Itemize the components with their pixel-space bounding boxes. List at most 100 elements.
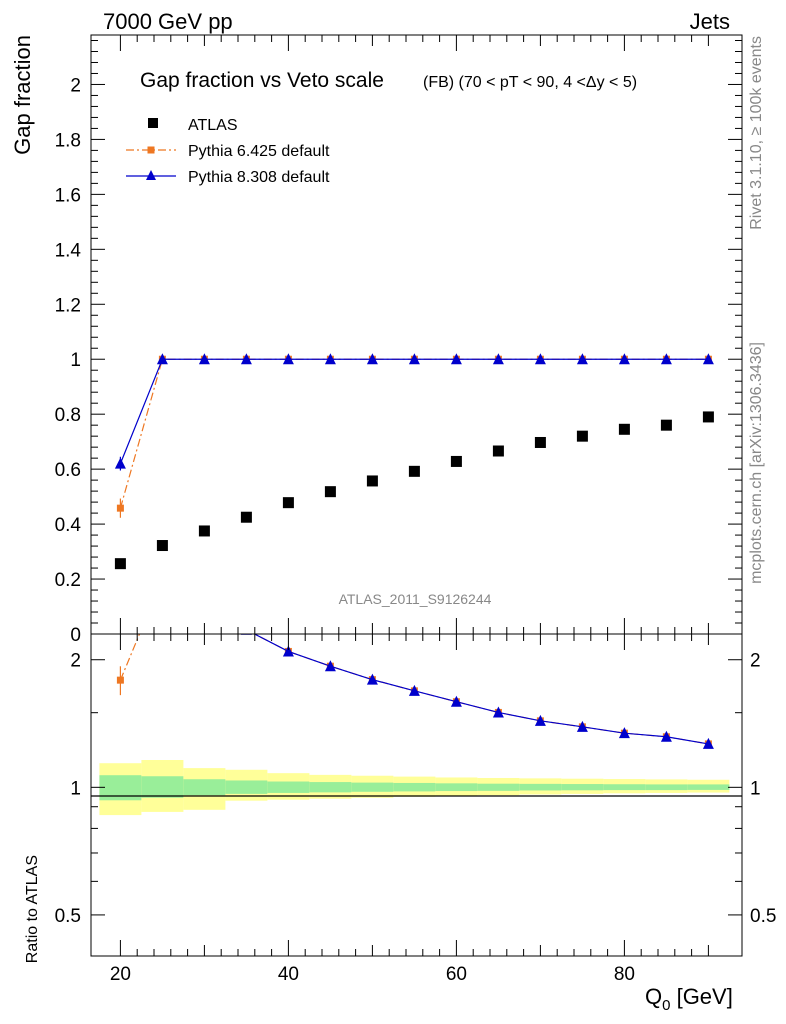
y-tick-label: 0 [70, 625, 81, 646]
stat-uncertainty-band [225, 780, 268, 794]
stat-uncertainty-band [267, 781, 310, 793]
data-point-pythia-8-308-default [324, 353, 336, 365]
y-tick-label: 1.6 [55, 185, 81, 206]
stat-uncertainty-band [603, 784, 646, 791]
data-point-pythia-8-308-default [492, 353, 504, 365]
ratio-point-pythia-8-308-default [492, 706, 504, 718]
data-point-atlas [114, 558, 126, 570]
legend-marker-atlas [148, 118, 158, 128]
ratio-y-tick-label: 1 [70, 778, 81, 799]
data-point-pythia-8-308-default [702, 353, 714, 365]
legend: ATLAS Pythia 6.425 default Pythia 8.308 … [126, 117, 330, 186]
data-point-atlas [492, 445, 504, 457]
ratio-plot-frame [90, 633, 743, 957]
data-point-pythia-8-308-default [450, 353, 462, 365]
data-point-atlas [240, 511, 252, 523]
stat-uncertainty-band [141, 776, 184, 798]
x-axis-label-unit: [GeV] [670, 984, 732, 1009]
data-point-pythia-8-308-default [114, 457, 126, 469]
data-point-atlas [702, 411, 714, 423]
chart-title: Gap fraction vs Veto scale [140, 69, 384, 92]
chart-subtitle: (FB) (70 < pT < 90, 4 <Δy < 5) [423, 74, 637, 91]
ratio-point-pythia-8-308-default [450, 695, 462, 707]
data-point-atlas [450, 455, 462, 467]
x-tick-label: 80 [614, 964, 635, 985]
header-beam-label: 7000 GeV pp [103, 9, 233, 34]
header-process-label: Jets [690, 9, 730, 34]
y-axis-label: Gap fraction [10, 35, 35, 155]
stat-uncertainty-band [645, 784, 688, 791]
ratio-y-tick-label-right: 2 [750, 651, 761, 672]
x-tick-label: 20 [110, 964, 131, 985]
x-tick-label: 40 [278, 964, 299, 985]
ratio-point-pythia-8-308-default [618, 727, 630, 739]
x-axis-label-subscript: 0 [662, 997, 670, 1014]
stat-uncertainty-band [309, 782, 352, 793]
data-point-pythia-8-308-default [576, 353, 588, 365]
ratio-y-tick-label: 2 [70, 651, 81, 672]
legend-label-atlas: ATLAS [188, 117, 238, 134]
ratio-point-pythia-8-308-default [408, 684, 420, 696]
data-point-atlas [324, 486, 336, 498]
ratio-panel: 0.5 0.5 1 1 2 2 20 40 60 80 [55, 626, 776, 985]
legend-entry-pythia6: Pythia 6.425 default [126, 143, 330, 160]
data-point-atlas [198, 525, 210, 537]
stat-uncertainty-band [561, 784, 604, 791]
ratio-point-pythia-8-308-default [240, 634, 252, 635]
stat-uncertainty-band [435, 783, 478, 792]
data-point-atlas [534, 436, 546, 448]
stat-uncertainty-band [351, 782, 394, 792]
ratio-point-pythia-6-425-default [243, 626, 250, 633]
data-point-pythia-8-308-default [618, 353, 630, 365]
data-point-pythia-6-425-default [116, 504, 124, 512]
stat-uncertainty-band [393, 782, 436, 792]
ratio-point-pythia-8-308-default [660, 730, 672, 742]
ratio-y-tick-label: 0.5 [55, 906, 81, 927]
data-point-pythia-8-308-default [282, 353, 294, 365]
ratio-point-pythia-8-308-default [366, 673, 378, 685]
y-tick-label: 0.2 [55, 570, 81, 591]
y-tick-label: 0.8 [55, 405, 81, 426]
data-point-pythia-8-308-default [660, 353, 672, 365]
ratio-point-pythia-8-308-default [702, 737, 714, 749]
legend-label-pythia8: Pythia 8.308 default [188, 169, 330, 186]
ratio-y-axis-label: Ratio to ATLAS [24, 855, 41, 963]
y-tick-label: 1 [70, 350, 81, 371]
ratio-point-pythia-6-425-default [116, 676, 124, 684]
data-point-atlas [282, 497, 294, 509]
y-tick-label: 2 [70, 75, 81, 96]
data-point-pythia-8-308-default [534, 353, 546, 365]
y-tick-label: 1.2 [55, 295, 81, 316]
ratio-y-tick-label-right: 1 [750, 778, 761, 799]
ratio-point-pythia-8-308-default [324, 660, 336, 672]
y-tick-label: 1.4 [55, 240, 82, 261]
data-point-atlas [576, 430, 588, 442]
legend-label-pythia6: Pythia 6.425 default [188, 143, 330, 160]
analysis-watermark: ATLAS_2011_S9126244 [339, 591, 492, 607]
stat-uncertainty-band [477, 783, 520, 791]
legend-entry-pythia8: Pythia 8.308 default [126, 169, 330, 186]
data-point-pythia-8-308-default [156, 353, 168, 365]
ratio-point-pythia-8-308-default [282, 645, 294, 657]
data-point-atlas [366, 475, 378, 487]
data-point-atlas [156, 540, 168, 552]
x-axis-label-main: Q [645, 984, 662, 1009]
y-tick-label: 0.4 [55, 515, 82, 536]
x-axis-label: Q0 [GeV] [645, 984, 733, 1014]
x-tick-label: 60 [446, 964, 467, 985]
data-point-pythia-8-308-default [408, 353, 420, 365]
legend-entry-atlas: ATLAS [148, 117, 238, 134]
data-point-atlas [408, 465, 420, 477]
legend-marker-pythia6 [147, 146, 155, 154]
ratio-y-tick-label-right: 0.5 [750, 906, 776, 927]
data-point-pythia-8-308-default [240, 353, 252, 365]
mcplots-label: mcplots.cern.ch [arXiv:1306.3436] [748, 342, 765, 584]
stat-uncertainty-band [687, 784, 730, 790]
data-point-atlas [618, 423, 630, 435]
stat-uncertainty-band [519, 783, 562, 791]
data-point-pythia-8-308-default [198, 353, 210, 365]
main-panel: 0 0.2 0.4 0.6 0.8 1 1.2 1.4 1.6 1.8 2 [55, 34, 743, 646]
data-point-atlas [660, 419, 672, 431]
y-tick-label: 0.6 [55, 460, 81, 481]
